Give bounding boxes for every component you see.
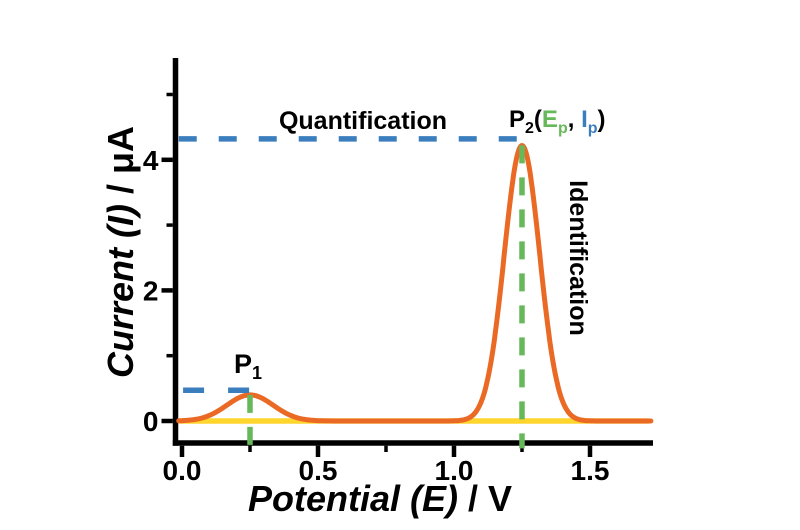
x-tick-label: 0.5: [299, 455, 338, 486]
p2-open-paren: (: [534, 106, 542, 133]
p1-peak-label: P1: [234, 349, 262, 383]
figure-labels: Current (I) / μA Potential (E) / V Quant…: [100, 106, 606, 519]
x-tick-label: 0.0: [163, 455, 202, 486]
p2-close-paren: ): [598, 106, 606, 133]
data-series: [176, 143, 654, 424]
p2-ip-symbol: I: [581, 106, 588, 133]
y-tick-label: 4: [143, 145, 159, 176]
p1-letter: P: [234, 349, 252, 379]
p2-letter: P: [509, 106, 525, 133]
signal-curve: [176, 143, 654, 424]
p2-ep-subscript: p: [558, 120, 568, 137]
y-axis-title-unit: / μA: [100, 126, 141, 204]
x-tick-label: 1.0: [435, 455, 474, 486]
y-tick-label: 0: [143, 406, 159, 437]
p2-subscript: 2: [525, 120, 534, 137]
quantification-label: Quantification: [279, 107, 447, 135]
x-tick-label: 1.5: [571, 455, 610, 486]
identification-label: Identification: [564, 180, 592, 336]
p2-ep-symbol: E: [542, 106, 558, 133]
x-axis-title: Potential (E) / V: [248, 478, 512, 519]
p2-peak-label: P2(Ep, Ip): [509, 106, 606, 137]
y-tick-label: 2: [143, 275, 159, 306]
p2-ip-subscript: p: [588, 120, 598, 137]
x-axis-title-italic: Potential (E): [248, 478, 458, 519]
x-axis-title-unit: / V: [458, 478, 512, 519]
y-axis-title-italic: Current (I): [100, 204, 141, 378]
axes: 0 2 4 0.0 0.5 1.0 1.5: [143, 58, 653, 486]
y-axis-title: Current (I) / μA: [100, 126, 141, 378]
p2-comma: ,: [568, 106, 581, 133]
p1-subscript: 1: [252, 363, 262, 383]
guide-lines: [178, 136, 525, 449]
